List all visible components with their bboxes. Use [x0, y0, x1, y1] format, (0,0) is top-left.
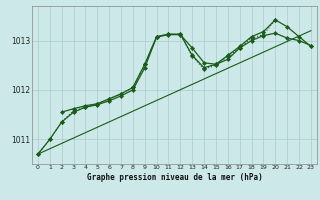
- X-axis label: Graphe pression niveau de la mer (hPa): Graphe pression niveau de la mer (hPa): [86, 173, 262, 182]
